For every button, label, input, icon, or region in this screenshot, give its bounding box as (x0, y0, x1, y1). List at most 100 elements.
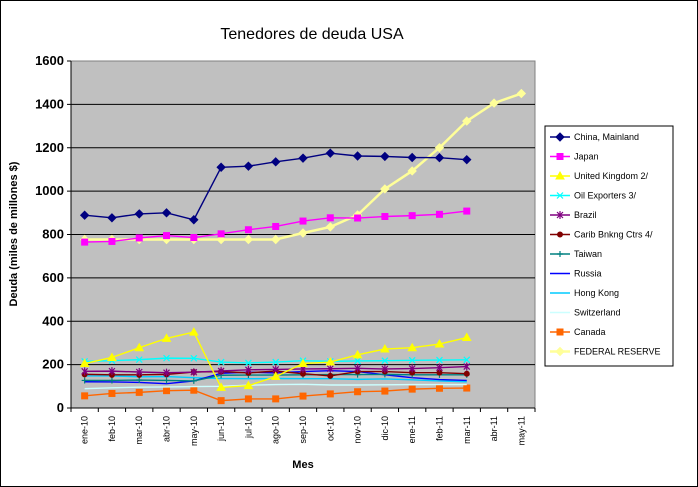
data-point (380, 151, 390, 162)
y-tick-label: 800 (42, 227, 64, 242)
x-tick-label: jun-10 (216, 416, 226, 442)
data-point (134, 342, 145, 352)
y-axis-title: Deuda (miles de millones $) (8, 161, 20, 306)
data-point (190, 386, 198, 394)
data-point (489, 98, 499, 108)
data-point (190, 368, 198, 377)
data-point (463, 207, 471, 215)
legend-item: Taiwan (550, 249, 602, 259)
data-point (272, 395, 280, 403)
data-point (108, 237, 116, 245)
legend-item: China, Mainland (550, 132, 639, 142)
data-point (407, 152, 417, 163)
data-point (325, 357, 336, 366)
data-point (81, 392, 89, 400)
data-point (555, 132, 565, 142)
x-tick-label: ago-10 (271, 416, 281, 444)
data-point (217, 366, 225, 375)
x-tick-label: may-11 (516, 416, 526, 445)
data-point (556, 211, 564, 219)
data-point (462, 154, 472, 165)
data-point (243, 380, 254, 390)
legend: China, Mainland Japan United Kingdom 2/Oil… (544, 125, 674, 367)
data-point (408, 385, 416, 393)
data-point (325, 222, 336, 232)
y-tick-label: 600 (42, 270, 64, 285)
data-point (163, 377, 170, 384)
data-point (108, 377, 115, 384)
data-point (134, 209, 144, 219)
data-point (298, 358, 308, 368)
x-tick-label: feb-10 (107, 416, 117, 442)
series-united-kingdom-2 (79, 327, 472, 391)
data-point (462, 116, 472, 126)
data-point (408, 212, 416, 220)
data-point (556, 328, 564, 336)
data-point (555, 170, 565, 180)
data-point (354, 364, 362, 373)
data-point (163, 232, 171, 240)
data-point (325, 148, 336, 158)
legend-label: Carib Bnkng Ctrs 4/ (574, 230, 653, 240)
data-point (352, 349, 363, 359)
data-point (243, 234, 254, 245)
x-tick-label: dic-10 (380, 416, 390, 441)
data-point (272, 222, 280, 230)
data-point (463, 370, 470, 377)
y-tick-label: 1200 (35, 140, 64, 155)
x-tick-label: abr-11 (489, 416, 499, 441)
y-tick-label: 400 (42, 313, 64, 328)
data-point (463, 362, 471, 371)
y-axis-ticks: 0 200 400 600 800 1000 1200 1400 1600 (35, 53, 535, 415)
data-point (217, 358, 225, 366)
data-point (270, 234, 281, 245)
data-point (408, 356, 416, 364)
data-point (216, 234, 226, 245)
series-layer (79, 88, 527, 405)
data-point (463, 356, 471, 364)
data-point (381, 212, 389, 220)
data-point (436, 363, 443, 372)
data-point (381, 364, 389, 373)
data-point (81, 238, 89, 246)
data-point (556, 192, 564, 199)
x-tick-label: ene-11 (407, 416, 417, 443)
data-point (108, 389, 116, 397)
data-point (556, 153, 564, 160)
data-point (298, 228, 308, 238)
gridlines (71, 103, 535, 366)
legend-item: Switzerland (550, 308, 621, 318)
legend-label: Brazil (574, 210, 597, 220)
data-point (407, 166, 417, 176)
data-point (354, 214, 362, 222)
data-point (190, 377, 197, 384)
data-point (217, 397, 225, 405)
x-tick-label: sep-10 (298, 416, 308, 444)
x-tick-label: oct-10 (325, 416, 335, 441)
data-point (272, 358, 280, 366)
data-point (381, 387, 389, 395)
y-tick-label: 200 (42, 357, 64, 372)
data-point (108, 367, 116, 376)
series-canada (81, 384, 471, 405)
data-point (163, 354, 170, 362)
data-point (135, 388, 143, 396)
data-point (135, 234, 143, 242)
data-point (434, 339, 445, 348)
data-point (136, 377, 143, 384)
legend-item: Hong Kong (550, 288, 619, 298)
y-tick-label: 1000 (35, 183, 64, 198)
data-point (81, 367, 89, 376)
data-point (408, 364, 416, 373)
y-tick-label: 0 (57, 400, 64, 415)
legend-label: Taiwan (574, 249, 602, 259)
legend-label: United Kingdom 2/ (574, 171, 649, 181)
legend-item: Russia (550, 269, 602, 279)
data-point (380, 344, 390, 353)
data-point (326, 390, 334, 398)
data-point (216, 382, 226, 391)
legend-item: United Kingdom 2/ (550, 170, 649, 181)
legend-item: Brazil (550, 210, 597, 220)
data-point (190, 234, 198, 242)
